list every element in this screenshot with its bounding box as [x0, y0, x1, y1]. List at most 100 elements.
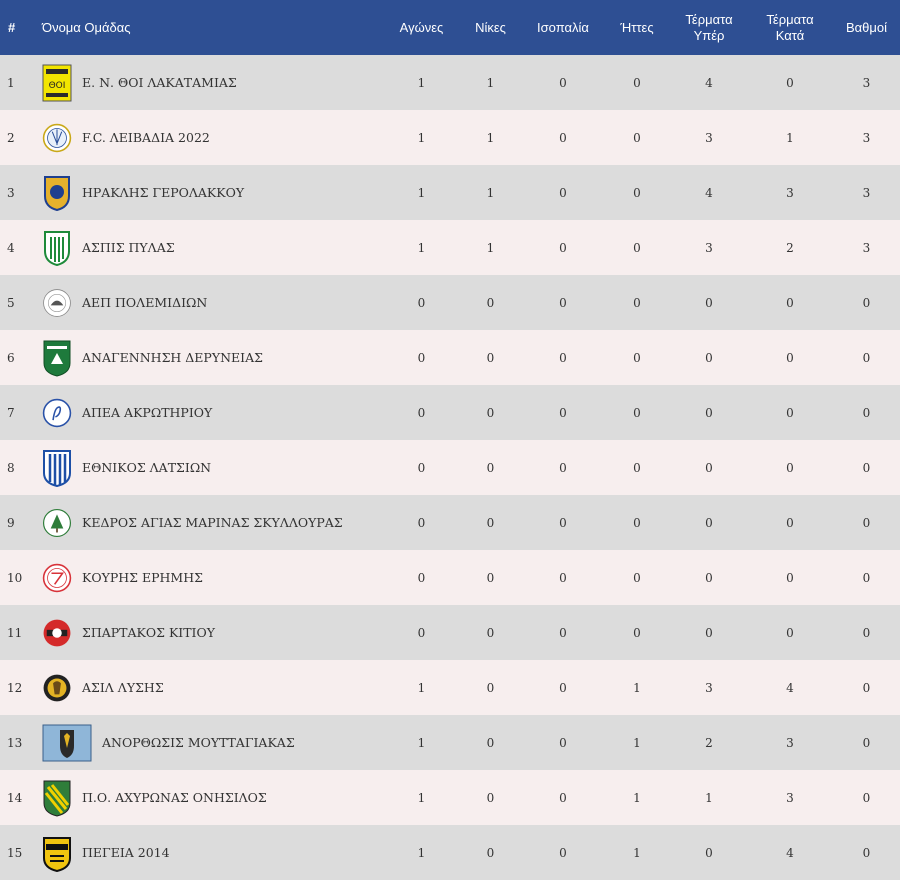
team-link[interactable]: ΑΕΠ ΠΟΛΕΜΙΔΙΩΝ — [42, 284, 385, 322]
draws-cell: 0 — [559, 350, 567, 365]
table-row[interactable]: 9 ΚΕΔΡΟΣ ΑΓΙΑΣ ΜΑΡΙΝΑΣ ΣΚΥΛΛΟΥΡΑΣ 0 0 0 0 0 0 0 — [0, 495, 900, 550]
team-link[interactable]: ΕΘΝΙΚΟΣ ΛΑΤΣΙΩΝ — [42, 449, 385, 487]
goals-against-cell: 0 — [786, 515, 794, 530]
table-row[interactable]: 1 ΘΟΙ Ε. Ν. ΘΟΙ ΛΑΚΑΤΑΜΙΑΣ 1 1 0 0 4 0 3 — [0, 55, 900, 110]
goals-against-cell: 1 — [786, 130, 794, 145]
header-goals-for[interactable]: Τέρματα Υπέρ — [671, 0, 747, 55]
goals-for-cell: 0 — [705, 405, 713, 420]
team-cell[interactable]: ΕΘΝΙΚΟΣ ΛΑΤΣΙΩΝ — [40, 440, 385, 495]
team-link[interactable]: Π.Ο. ΑΧΥΡΩΝΑΣ ΟΝΗΣΙΛΟΣ — [42, 779, 385, 817]
table-row[interactable]: 13 ΑΝΟΡΘΩΣΙΣ ΜΟΥΤΤΑΓΙΑΚΑΣ 1 0 0 1 2 3 0 — [0, 715, 900, 770]
team-link[interactable]: F.C. ΛΕΙΒΑΔΙΑ 2022 — [42, 119, 385, 157]
team-cell[interactable]: ΑΠΕΑ ΑΚΡΩΤΗΡΙΟΥ — [40, 385, 385, 440]
header-team[interactable]: Όνομα Ομάδας — [42, 19, 131, 35]
team-name[interactable]: ΗΡΑΚΛΗΣ ΓΕΡΟΛΑΚΚΟΥ — [82, 185, 245, 200]
team-link[interactable]: ΑΣΠΙΣ ΠΥΛΑΣ — [42, 229, 385, 267]
goals-for-cell: 2 — [705, 735, 713, 750]
points-cell: 3 — [862, 130, 871, 145]
table-row[interactable]: 8 ΕΘΝΙΚΟΣ ΛΑΤΣΙΩΝ 0 0 0 0 0 0 0 — [0, 440, 900, 495]
table-row[interactable]: 5 ΑΕΠ ΠΟΛΕΜΙΔΙΩΝ 0 0 0 0 0 0 0 — [0, 275, 900, 330]
table-row[interactable]: 12 ΑΣΙΛ ΛΥΣΗΣ 1 0 0 1 3 4 0 — [0, 660, 900, 715]
table-row[interactable]: 3 ΗΡΑΚΛΗΣ ΓΕΡΟΛΑΚΚΟΥ 1 1 0 0 4 3 3 — [0, 165, 900, 220]
team-name[interactable]: ΠΕΓΕΙΑ 2014 — [82, 845, 170, 860]
team-link[interactable]: ΣΠΑΡΤΑΚΟΣ ΚΙΤΙΟΥ — [42, 614, 385, 652]
table-row[interactable]: 4 ΑΣΠΙΣ ΠΥΛΑΣ 1 1 0 0 3 2 3 — [0, 220, 900, 275]
goals-for-cell: 1 — [705, 790, 713, 805]
team-name[interactable]: ΚΕΔΡΟΣ ΑΓΙΑΣ ΜΑΡΙΝΑΣ ΣΚΥΛΛΟΥΡΑΣ — [82, 515, 343, 530]
goals-for-cell: 0 — [705, 515, 713, 530]
team-cell[interactable]: ΑΝΑΓΕΝΝΗΣΗ ΔΕΡΥΝΕΙΑΣ — [40, 330, 385, 385]
team-link[interactable]: ΚΟΥΡΗΣ ΕΡΗΜΗΣ — [42, 559, 385, 597]
team-cell[interactable]: ΑΝΟΡΘΩΣΙΣ ΜΟΥΤΤΑΓΙΑΚΑΣ — [40, 715, 385, 770]
rank-cell: 10 — [7, 570, 23, 585]
achyronas-onisilos-logo-icon — [42, 779, 72, 817]
played-cell: 0 — [417, 295, 426, 310]
team-name[interactable]: ΑΝΟΡΘΩΣΙΣ ΜΟΥΤΤΑΓΙΑΚΑΣ — [102, 735, 295, 750]
team-cell[interactable]: ΘΟΙ Ε. Ν. ΘΟΙ ΛΑΚΑΤΑΜΙΑΣ — [40, 55, 385, 110]
team-name[interactable]: F.C. ΛΕΙΒΑΔΙΑ 2022 — [82, 130, 210, 145]
team-link[interactable]: ΑΣΙΛ ΛΥΣΗΣ — [42, 669, 385, 707]
team-cell[interactable]: ΚΕΔΡΟΣ ΑΓΙΑΣ ΜΑΡΙΝΑΣ ΣΚΥΛΛΟΥΡΑΣ — [40, 495, 385, 550]
table-row[interactable]: 2 F.C. ΛΕΙΒΑΔΙΑ 2022 1 1 0 0 3 1 3 — [0, 110, 900, 165]
wins-cell: 0 — [486, 295, 495, 310]
asil-lysis-logo-icon — [42, 669, 72, 707]
team-link[interactable]: ΑΝΑΓΕΝΝΗΣΗ ΔΕΡΥΝΕΙΑΣ — [42, 339, 385, 377]
table-row[interactable]: 14 Π.Ο. ΑΧΥΡΩΝΑΣ ΟΝΗΣΙΛΟΣ 1 0 0 1 1 3 0 — [0, 770, 900, 825]
points-cell: 0 — [862, 405, 871, 420]
team-name[interactable]: ΑΕΠ ΠΟΛΕΜΙΔΙΩΝ — [82, 295, 208, 310]
rank-cell: 6 — [7, 350, 15, 365]
pegeia-logo-icon — [42, 834, 72, 872]
team-cell[interactable]: ΑΣΠΙΣ ΠΥΛΑΣ — [40, 220, 385, 275]
team-name[interactable]: Ε. Ν. ΘΟΙ ΛΑΚΑΤΑΜΙΑΣ — [82, 75, 237, 90]
team-name[interactable]: ΕΘΝΙΚΟΣ ΛΑΤΣΙΩΝ — [82, 460, 212, 475]
rank-cell: 2 — [7, 130, 15, 145]
played-cell: 1 — [417, 735, 426, 750]
team-link[interactable]: ΚΕΔΡΟΣ ΑΓΙΑΣ ΜΑΡΙΝΑΣ ΣΚΥΛΛΟΥΡΑΣ — [42, 504, 385, 542]
team-cell[interactable]: ΚΟΥΡΗΣ ΕΡΗΜΗΣ — [40, 550, 385, 605]
header-draws[interactable]: Ισοπαλία — [537, 19, 589, 35]
table-row[interactable]: 7 ΑΠΕΑ ΑΚΡΩΤΗΡΙΟΥ 0 0 0 0 0 0 0 — [0, 385, 900, 440]
team-name[interactable]: Π.Ο. ΑΧΥΡΩΝΑΣ ΟΝΗΣΙΛΟΣ — [82, 790, 267, 805]
header-rank[interactable]: # — [8, 19, 16, 35]
team-link[interactable]: ΠΕΓΕΙΑ 2014 — [42, 834, 385, 872]
draws-cell: 0 — [559, 75, 567, 90]
goals-against-cell: 0 — [786, 460, 794, 475]
team-name[interactable]: ΚΟΥΡΗΣ ΕΡΗΜΗΣ — [82, 570, 203, 585]
header-goals-against[interactable]: Τέρματα Κατά — [747, 0, 833, 55]
team-cell[interactable]: ΣΠΑΡΤΑΚΟΣ ΚΙΤΙΟΥ — [40, 605, 385, 660]
header-wins[interactable]: Νίκες — [475, 19, 506, 35]
team-cell[interactable]: ΠΕΓΕΙΑ 2014 — [40, 825, 385, 880]
losses-cell: 1 — [633, 790, 641, 805]
table-row[interactable]: 15 ΠΕΓΕΙΑ 2014 1 0 0 1 0 4 0 — [0, 825, 900, 880]
played-cell: 0 — [417, 460, 426, 475]
team-cell[interactable]: ΑΕΠ ΠΟΛΕΜΙΔΙΩΝ — [40, 275, 385, 330]
team-link[interactable]: ΘΟΙ Ε. Ν. ΘΟΙ ΛΑΚΑΤΑΜΙΑΣ — [42, 64, 385, 102]
team-link[interactable]: ΗΡΑΚΛΗΣ ΓΕΡΟΛΑΚΚΟΥ — [42, 174, 385, 212]
thoi-lakatamias-logo-icon: ΘΟΙ — [42, 64, 72, 102]
team-name[interactable]: ΑΣΠΙΣ ΠΥΛΑΣ — [82, 240, 175, 255]
table-row[interactable]: 10 ΚΟΥΡΗΣ ΕΡΗΜΗΣ 0 0 0 0 0 0 0 — [0, 550, 900, 605]
team-link[interactable]: ΑΠΕΑ ΑΚΡΩΤΗΡΙΟΥ — [42, 394, 385, 432]
team-name[interactable]: ΑΝΑΓΕΝΝΗΣΗ ΔΕΡΥΝΕΙΑΣ — [82, 350, 263, 365]
team-cell[interactable]: F.C. ΛΕΙΒΑΔΙΑ 2022 — [40, 110, 385, 165]
header-points[interactable]: Βαθμοί — [845, 19, 888, 35]
aspis-pylas-logo-icon — [42, 229, 72, 267]
losses-cell: 1 — [633, 680, 641, 695]
team-cell[interactable]: Π.Ο. ΑΧΥΡΩΝΑΣ ΟΝΗΣΙΛΟΣ — [40, 770, 385, 825]
header-losses[interactable]: Ήττες — [620, 19, 654, 35]
draws-cell: 0 — [559, 460, 567, 475]
team-name[interactable]: ΑΠΕΑ ΑΚΡΩΤΗΡΙΟΥ — [82, 405, 213, 420]
draws-cell: 0 — [559, 625, 567, 640]
team-cell[interactable]: ΑΣΙΛ ΛΥΣΗΣ — [40, 660, 385, 715]
table-row[interactable]: 11 ΣΠΑΡΤΑΚΟΣ ΚΙΤΙΟΥ 0 0 0 0 0 0 0 — [0, 605, 900, 660]
team-name[interactable]: ΣΠΑΡΤΑΚΟΣ ΚΙΤΙΟΥ — [82, 625, 215, 640]
team-link[interactable]: ΑΝΟΡΘΩΣΙΣ ΜΟΥΤΤΑΓΙΑΚΑΣ — [42, 724, 385, 762]
wins-cell: 0 — [486, 680, 495, 695]
table-row[interactable]: 6 ΑΝΑΓΕΝΝΗΣΗ ΔΕΡΥΝΕΙΑΣ 0 0 0 0 0 0 0 — [0, 330, 900, 385]
team-name[interactable]: ΑΣΙΛ ΛΥΣΗΣ — [82, 680, 164, 695]
wins-cell: 1 — [486, 75, 495, 90]
team-cell[interactable]: ΗΡΑΚΛΗΣ ΓΕΡΟΛΑΚΚΟΥ — [40, 165, 385, 220]
header-played[interactable]: Αγώνες — [399, 19, 444, 35]
losses-cell: 0 — [633, 240, 641, 255]
losses-cell: 0 — [633, 295, 641, 310]
